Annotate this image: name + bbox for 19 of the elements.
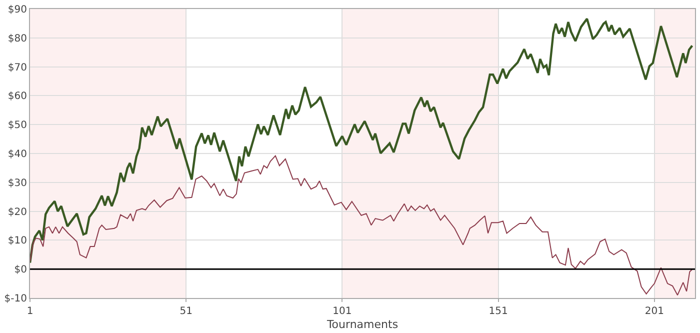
- y-tick-label: $90: [8, 4, 27, 16]
- y-tick-label: $-10: [4, 294, 27, 304]
- y-tick-label: $50: [8, 120, 27, 132]
- line-series: [30, 18, 694, 264]
- y-tick-label: $0: [14, 264, 27, 276]
- x-tick-label: 151: [488, 306, 508, 317]
- x-tick-label: 201: [644, 306, 664, 317]
- y-tick-label: $10: [8, 236, 27, 247]
- y-tick-label: $70: [8, 62, 27, 74]
- y-tick-label: $30: [8, 178, 27, 189]
- y-tick-label: $40: [8, 149, 27, 160]
- x-tick-label: 1: [26, 306, 34, 317]
- x-tick-label: 51: [180, 306, 192, 317]
- y-tick-label: $20: [8, 206, 27, 218]
- x-axis-title: Tournaments: [326, 318, 398, 332]
- x-tick-label: 101: [332, 306, 352, 317]
- y-tick-label: $60: [8, 91, 27, 102]
- line-series: [30, 155, 693, 296]
- y-tick-label: $80: [8, 33, 27, 44]
